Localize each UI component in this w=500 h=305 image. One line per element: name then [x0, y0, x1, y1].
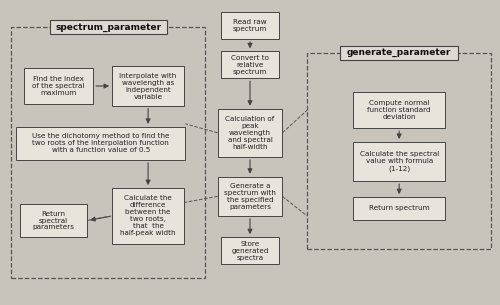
FancyBboxPatch shape: [20, 204, 87, 237]
Text: Return spectrum: Return spectrum: [369, 205, 430, 211]
FancyBboxPatch shape: [112, 188, 184, 244]
FancyBboxPatch shape: [340, 45, 458, 60]
FancyBboxPatch shape: [222, 237, 278, 264]
Text: Return
spectral
parameters: Return spectral parameters: [32, 210, 74, 231]
FancyBboxPatch shape: [50, 20, 167, 34]
Text: Calculate the spectral
value with formula
(1-12): Calculate the spectral value with formul…: [360, 151, 439, 172]
Text: Read raw
spectrum: Read raw spectrum: [233, 19, 267, 32]
FancyBboxPatch shape: [218, 177, 282, 216]
Text: Calculate the
difference
between the
two roots,
that  the
half-peak width: Calculate the difference between the two…: [120, 196, 176, 236]
FancyBboxPatch shape: [353, 92, 445, 128]
Text: Compute normal
function standard
deviation: Compute normal function standard deviati…: [368, 100, 431, 120]
Text: Store
generated
spectra: Store generated spectra: [231, 241, 269, 261]
Text: generate_parameter: generate_parameter: [347, 48, 452, 57]
FancyBboxPatch shape: [218, 109, 282, 157]
FancyBboxPatch shape: [353, 197, 445, 220]
Text: Convert to
relative
spectrum: Convert to relative spectrum: [231, 55, 269, 75]
Text: spectrum_parameter: spectrum_parameter: [55, 23, 162, 32]
FancyBboxPatch shape: [112, 66, 184, 106]
FancyBboxPatch shape: [222, 51, 278, 78]
Text: Use the dichotomy method to find the
two roots of the interpolation function
wit: Use the dichotomy method to find the two…: [32, 133, 170, 153]
Text: Interpolate with
wavelength as
independent
variable: Interpolate with wavelength as independe…: [120, 73, 176, 99]
Text: Generate a
spectrum with
the specified
parameters: Generate a spectrum with the specified p…: [224, 183, 276, 210]
Text: Calculation of
peak
wavelength
and spectral
half-width: Calculation of peak wavelength and spect…: [226, 116, 274, 150]
Text: Find the index
of the spectral
maximum: Find the index of the spectral maximum: [32, 76, 85, 96]
FancyBboxPatch shape: [24, 68, 94, 104]
FancyBboxPatch shape: [16, 127, 185, 160]
FancyBboxPatch shape: [353, 142, 445, 181]
FancyBboxPatch shape: [222, 12, 278, 39]
